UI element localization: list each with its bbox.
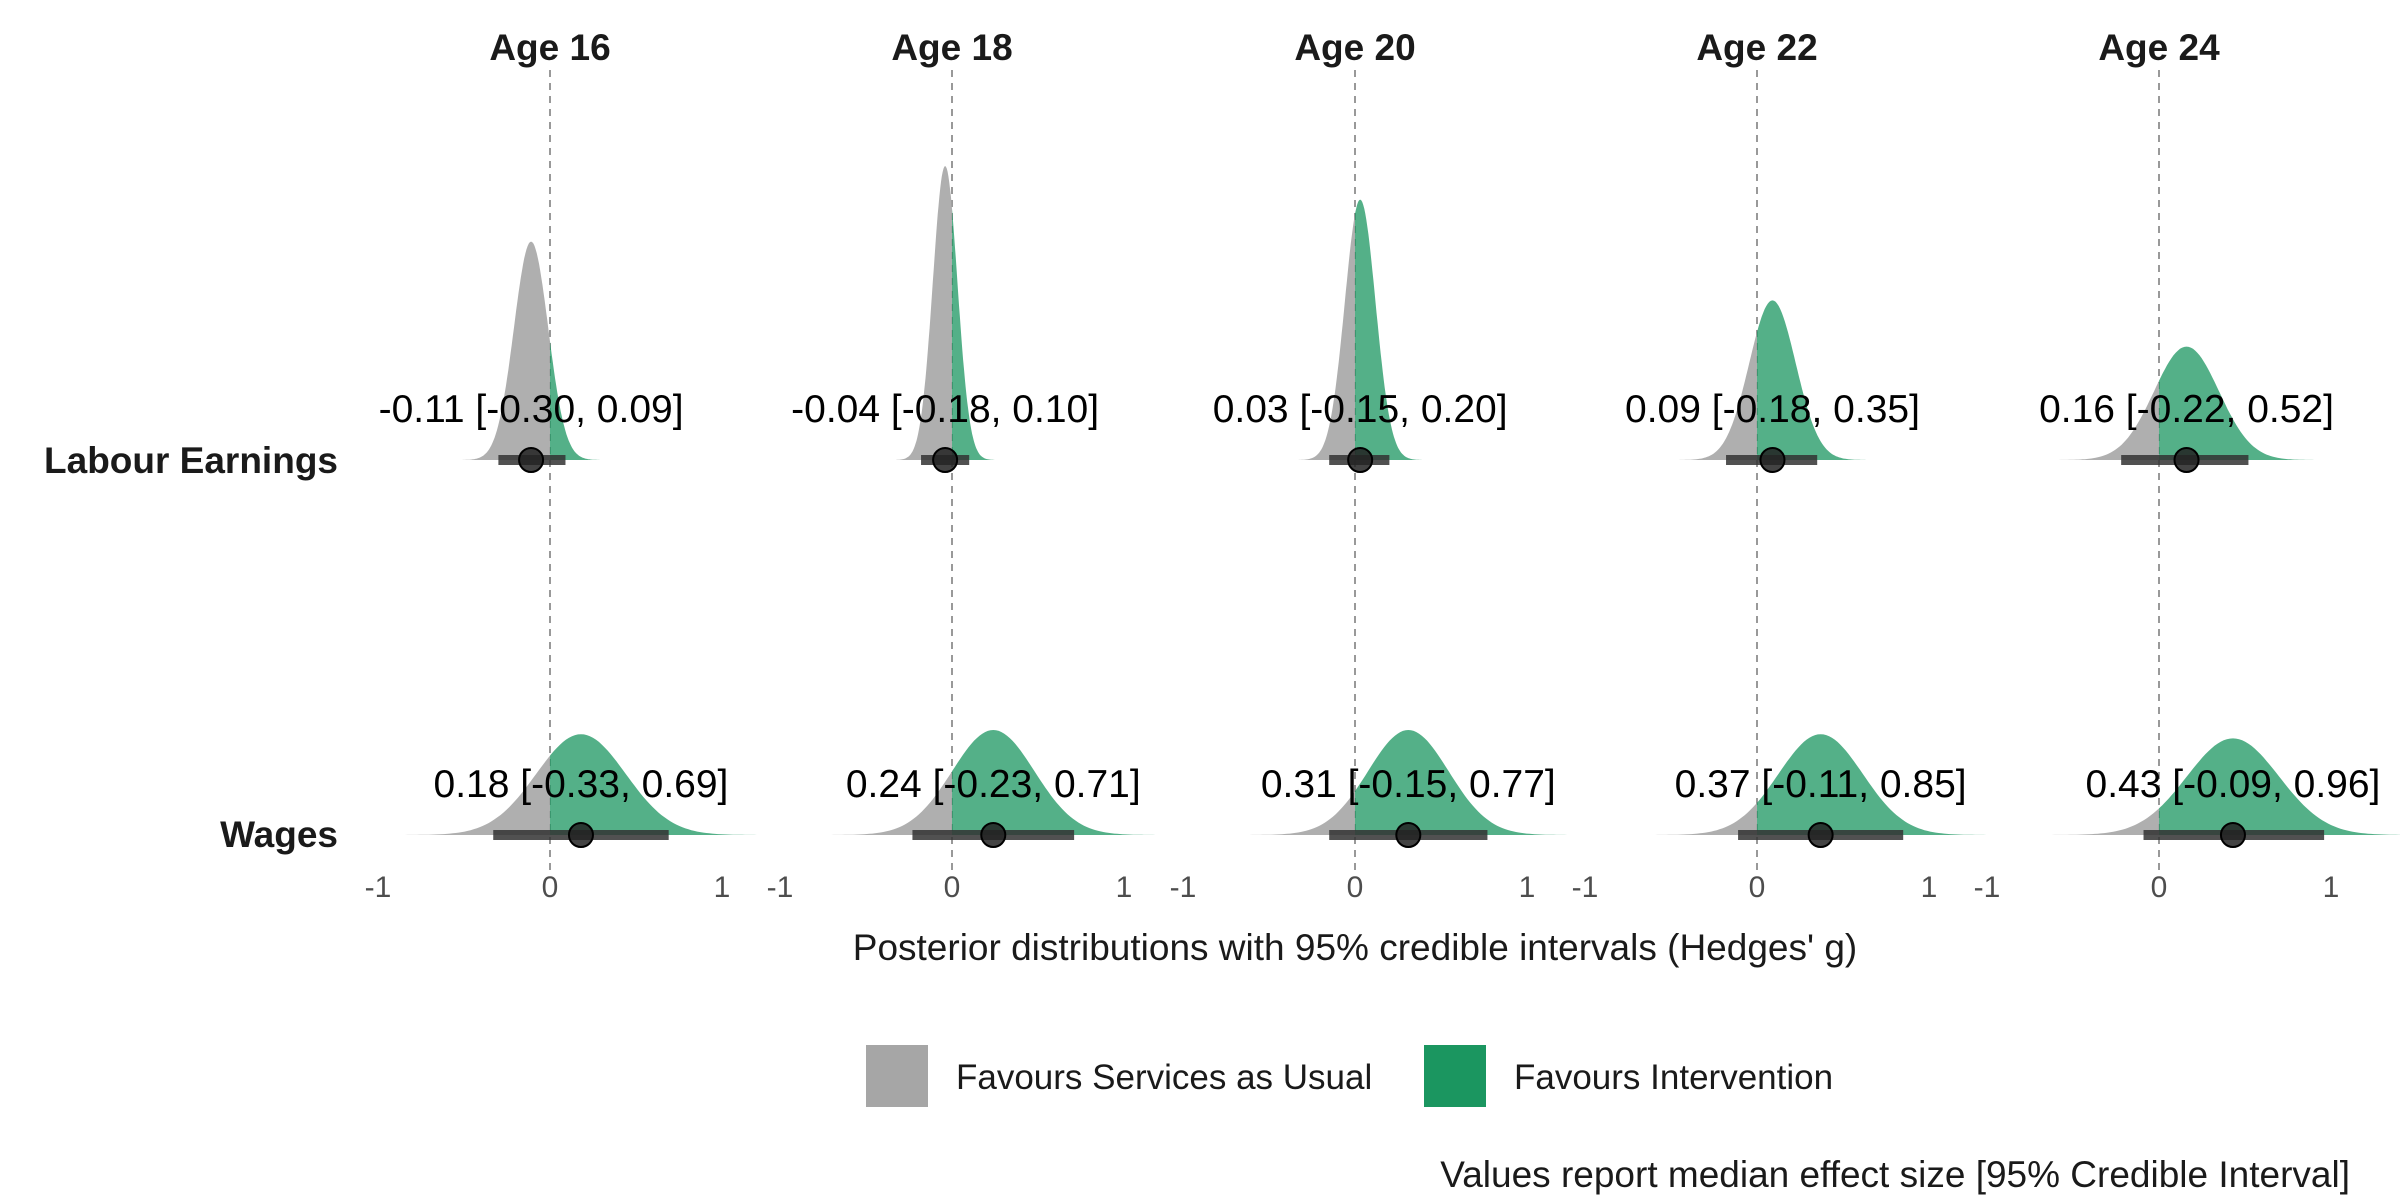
density-intervention-labour-earnings-age-18 — [952, 208, 995, 460]
density-intervention-wages-age-16 — [550, 734, 760, 835]
legend: Favours Services as Usual Favours Interv… — [866, 1045, 1833, 1107]
x-axis-title: Posterior distributions with 95% credibl… — [853, 927, 1857, 968]
x-tick-label-age-18-1: 0 — [944, 871, 961, 904]
density-intervention-labour-earnings-age-24 — [2159, 346, 2317, 460]
median-point-labour-earnings-age-18 — [932, 447, 959, 473]
legend-swatch-intervention — [1424, 1045, 1486, 1107]
x-tick-label-age-22-0: -1 — [1572, 871, 1599, 904]
density-services-as-usual-wages-age-20 — [1246, 791, 1355, 835]
x-tick-label-age-24-0: -1 — [1974, 871, 2001, 904]
median-point-labour-earnings-age-20 — [1347, 447, 1374, 473]
facet-title-age-18: Age 18 — [891, 27, 1012, 68]
chart-caption: Values report median effect size [95% Cr… — [1440, 1154, 2350, 1195]
x-tick-label-age-20-0: -1 — [1170, 871, 1197, 904]
median-point-wages-age-16 — [567, 822, 594, 848]
median-point-labour-earnings-age-16 — [518, 447, 545, 473]
median-point-wages-age-24 — [2219, 822, 2246, 848]
value-label-labour-earnings-age-16: -0.11 [-0.30, 0.09] — [379, 388, 684, 431]
density-intervention-wages-age-22 — [1757, 734, 1990, 835]
x-tick-label-age-18-0: -1 — [767, 871, 794, 904]
density-services-as-usual-labour-earnings-age-20 — [1298, 213, 1355, 460]
x-tick-label-age-24-2: 1 — [2323, 871, 2340, 904]
x-tick-label-age-22-1: 0 — [1749, 871, 1766, 904]
value-label-labour-earnings-age-24: 0.16 [-0.22, 0.52] — [2039, 388, 2334, 431]
value-label-labour-earnings-age-18: -0.04 [-0.18, 0.10] — [791, 388, 1099, 431]
median-point-wages-age-18 — [980, 822, 1007, 848]
density-intervention-wages-age-24 — [2159, 738, 2400, 835]
density-intervention-labour-earnings-age-22 — [1757, 300, 1866, 460]
value-label-wages-age-18: 0.24 [-0.23, 0.71] — [846, 763, 1141, 806]
x-tick-label-age-20-2: 1 — [1519, 871, 1536, 904]
legend-swatch-services-as-usual — [866, 1045, 928, 1107]
density-services-as-usual-labour-earnings-age-22 — [1679, 332, 1757, 460]
density-intervention-wages-age-20 — [1355, 730, 1570, 835]
facet-title-age-24: Age 24 — [2098, 27, 2220, 68]
density-intervention-wages-age-18 — [952, 730, 1159, 835]
row-label-wages: Wages — [220, 814, 338, 855]
median-point-wages-age-20 — [1395, 822, 1422, 848]
density-services-as-usual-wages-age-24 — [2048, 808, 2159, 835]
legend-label-services-as-usual: Favours Services as Usual — [956, 1058, 1372, 1097]
density-services-as-usual-labour-earnings-age-18 — [896, 166, 952, 460]
value-label-wages-age-16: 0.18 [-0.33, 0.69] — [434, 763, 729, 806]
x-tick-label-age-24-1: 0 — [2151, 871, 2168, 904]
x-tick-label-age-22-2: 1 — [1921, 871, 1938, 904]
facet-title-age-22: Age 22 — [1696, 27, 1817, 68]
x-tick-label-age-18-2: 1 — [1116, 871, 1133, 904]
value-label-wages-age-24: 0.43 [-0.09, 0.96] — [2086, 763, 2381, 806]
legend-label-intervention: Favours Intervention — [1514, 1058, 1833, 1097]
density-services-as-usual-labour-earnings-age-16 — [462, 241, 550, 460]
density-services-as-usual-wages-age-18 — [828, 771, 952, 835]
density-intervention-labour-earnings-age-20 — [1355, 199, 1422, 460]
value-label-labour-earnings-age-20: 0.03 [-0.15, 0.20] — [1213, 388, 1508, 431]
facet-title-age-16: Age 16 — [489, 27, 610, 68]
value-label-wages-age-22: 0.37 [-0.11, 0.85] — [1675, 763, 1967, 806]
density-services-as-usual-wages-age-22 — [1652, 802, 1757, 835]
x-tick-label-age-16-0: -1 — [365, 871, 392, 904]
facets-layer: Age 16 -1 0 1 Age 18 -1 0 1 Age 20 -1 0 1 Age 22 -1 0 1… — [365, 27, 2400, 904]
density-intervention-labour-earnings-age-16 — [550, 341, 600, 460]
x-tick-label-age-20-1: 0 — [1347, 871, 1364, 904]
value-label-labour-earnings-age-22: 0.09 [-0.18, 0.35] — [1625, 388, 1920, 431]
row-label-labour-earnings: Labour Earnings — [44, 440, 338, 481]
density-services-as-usual-wages-age-16 — [401, 755, 550, 835]
value-label-wages-age-20: 0.31 [-0.15, 0.77] — [1261, 763, 1556, 806]
density-services-as-usual-labour-earnings-age-24 — [2056, 380, 2159, 460]
facet-title-age-20: Age 20 — [1294, 27, 1415, 68]
median-point-labour-earnings-age-24 — [2173, 447, 2200, 473]
x-tick-label-age-16-1: 0 — [542, 871, 559, 904]
x-tick-label-age-16-2: 1 — [714, 871, 731, 904]
median-point-labour-earnings-age-22 — [1759, 447, 1786, 473]
median-point-wages-age-22 — [1807, 822, 1834, 848]
